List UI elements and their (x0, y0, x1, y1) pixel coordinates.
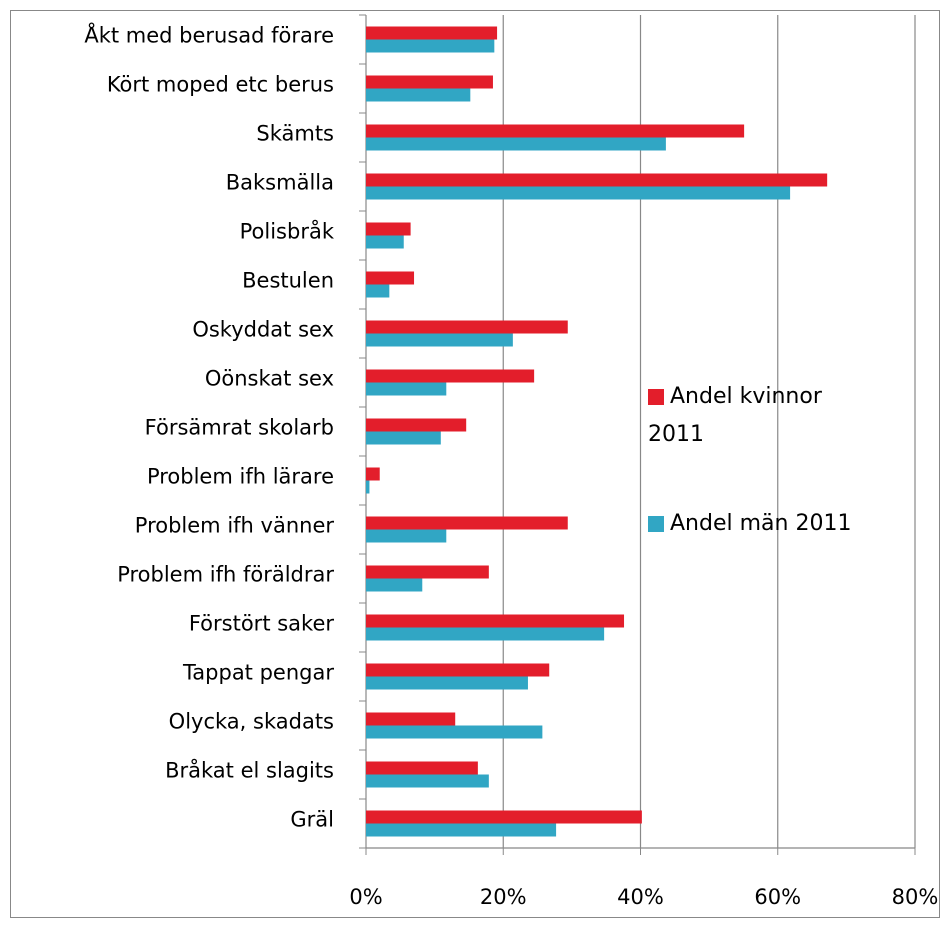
legend-label: Andel män 2011 (670, 511, 852, 536)
bar (366, 137, 666, 151)
x-tick-label: 40% (617, 885, 664, 909)
frame (10, 10, 940, 918)
x-tick-label: 80% (892, 885, 939, 909)
y-tick-label: Skämts (256, 122, 334, 146)
bar (366, 823, 557, 837)
y-tick-label: Oönskat sex (205, 367, 334, 391)
bar (366, 186, 791, 200)
legend-label: Andel kvinnor 2011 (648, 384, 822, 447)
bar (366, 578, 423, 592)
bar (366, 26, 498, 40)
bar (366, 774, 489, 788)
x-tick-label: 0% (349, 885, 382, 909)
legend-item: Andel kvinnor 2011 (648, 378, 878, 454)
legend-swatch (648, 516, 664, 532)
y-tick-label: Olycka, skadats (169, 710, 334, 734)
bar (366, 124, 745, 138)
bar (366, 75, 493, 89)
bar (366, 369, 535, 383)
bar (366, 418, 467, 432)
bar (366, 712, 456, 726)
bar (366, 810, 642, 824)
y-tick-label: Problem ifh föräldrar (117, 563, 334, 587)
y-tick-label: Problem ifh lärare (147, 465, 334, 489)
bar (366, 271, 415, 285)
bar (366, 235, 404, 249)
y-tick-label: Försämrat skolarb (145, 416, 334, 440)
bar (366, 39, 495, 53)
y-tick-label: Problem ifh vänner (135, 514, 335, 538)
y-tick-label: Baksmälla (226, 171, 334, 195)
bar (366, 565, 489, 579)
bar (366, 529, 447, 543)
bar (366, 516, 568, 530)
bar (366, 431, 441, 445)
legend-swatch (648, 389, 664, 405)
y-tick-label: Bestulen (242, 269, 334, 293)
bar (366, 725, 543, 739)
y-tick-label: Kört moped etc berus (107, 73, 334, 97)
y-tick-label: Oskyddat sex (192, 318, 334, 342)
bar (366, 88, 471, 102)
y-tick-label: Gräl (290, 808, 334, 832)
bar (366, 627, 605, 641)
legend-item: Andel män 2011 (648, 505, 878, 543)
bar (366, 382, 447, 396)
y-tick-label: Åkt med berusad förare (84, 22, 334, 48)
y-tick-label: Tappat pengar (182, 661, 334, 685)
bar (366, 761, 478, 775)
y-tick-label: Polisbråk (240, 219, 335, 244)
bar (366, 663, 550, 677)
x-tick-label: 60% (754, 885, 801, 909)
bar (366, 614, 625, 628)
y-tick-label: Bråkat el slagits (165, 758, 334, 783)
bar (366, 467, 380, 481)
y-tick-label: Förstört saker (189, 612, 335, 636)
x-tick-label: 20% (480, 885, 527, 909)
bar (366, 676, 528, 690)
bar (366, 320, 568, 334)
bar (366, 284, 390, 298)
bar (366, 333, 513, 347)
bar (366, 480, 370, 494)
bar (366, 222, 411, 236)
bar (366, 173, 828, 187)
